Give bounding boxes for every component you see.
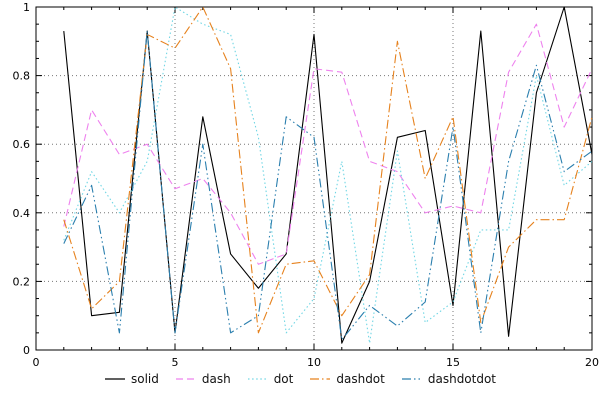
- legend-label: dash: [201, 372, 231, 386]
- x-tick-label: 10: [307, 356, 321, 369]
- legend-swatch-dashdot-line-icon: [310, 378, 331, 380]
- legend-swatch-solid-line-icon: [104, 378, 125, 380]
- y-tick-label: 0.4: [13, 207, 31, 220]
- legend-item-dash: dash: [175, 372, 231, 386]
- legend-label: dashdotdot: [427, 372, 497, 386]
- y-tick-label: 0: [23, 344, 30, 357]
- y-tick-label: 1: [23, 1, 30, 14]
- legend-swatch-dash-line-icon: [175, 378, 196, 380]
- x-tick-label: 15: [446, 356, 460, 369]
- legend-label: dashdot: [336, 372, 385, 386]
- series-line-solid: [63, 6, 593, 344]
- series-line-dashdot: [63, 6, 593, 334]
- y-tick-label: 0.6: [13, 138, 31, 151]
- chart-legend: solid dash dot dashdot dashdotdot: [0, 372, 600, 386]
- legend-label: solid: [130, 372, 159, 386]
- series-line-dashdotdot: [63, 30, 593, 341]
- x-tick-label: 20: [585, 356, 599, 369]
- legend-item-solid: solid: [104, 372, 159, 386]
- series-line-dash: [63, 23, 593, 265]
- legend-item-dashdot: dashdot: [309, 372, 385, 386]
- legend-swatch-dot-line-icon: [247, 378, 268, 380]
- x-tick-label: 5: [172, 356, 179, 369]
- legend-label: dot: [273, 372, 294, 386]
- legend-item-dot: dot: [247, 372, 294, 386]
- x-tick-label: 0: [33, 356, 40, 369]
- plot-border: [35, 6, 593, 351]
- y-tick-label: 0.8: [13, 70, 31, 83]
- legend-item-dashdotdot: dashdotdot: [401, 372, 496, 386]
- series-line-dot: [63, 6, 593, 344]
- y-tick-label: 0.2: [13, 275, 31, 288]
- legend-swatch-dashdotdot-line-icon: [401, 378, 422, 380]
